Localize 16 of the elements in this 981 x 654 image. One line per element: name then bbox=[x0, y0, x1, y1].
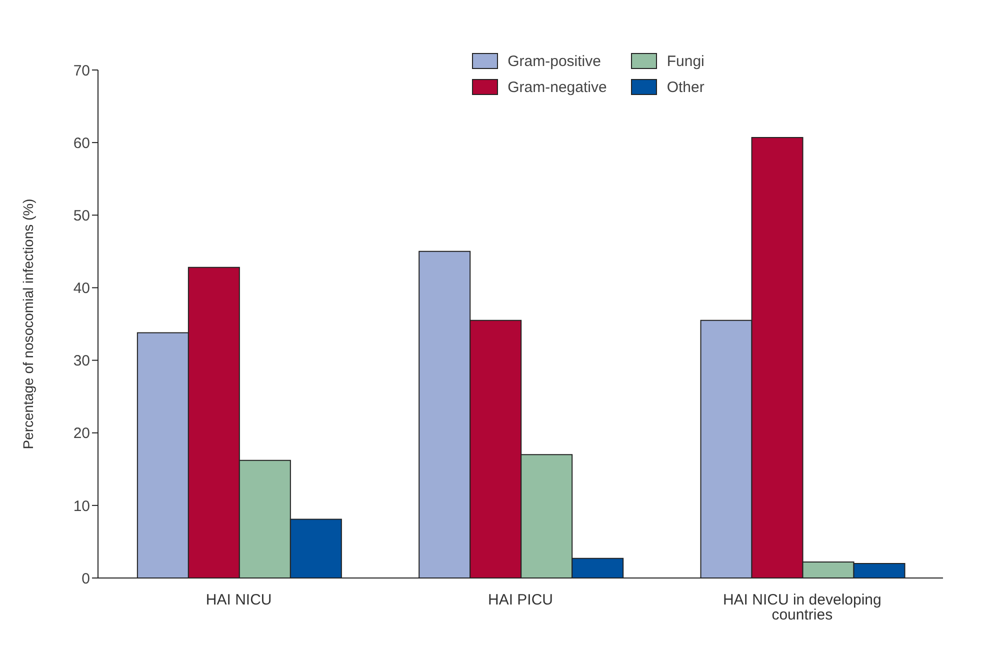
y-tick-label: 50 bbox=[73, 207, 90, 224]
x-tick-label: HAI PICU bbox=[488, 592, 554, 609]
legend-label: Fungi bbox=[666, 52, 704, 70]
y-tick-label: 20 bbox=[73, 425, 90, 442]
y-tick-label: 30 bbox=[73, 352, 90, 370]
legend-label: Other bbox=[666, 78, 704, 96]
legend-label: Gram-negative bbox=[508, 78, 607, 96]
x-tick-label: HAI NICU bbox=[206, 592, 272, 609]
y-tick-label: 40 bbox=[73, 280, 90, 298]
x-tick-label: HAI NICU in developing countries bbox=[722, 592, 882, 624]
y-tick-label: 70 bbox=[73, 62, 90, 80]
y-tick-label: 0 bbox=[82, 570, 90, 588]
y-axis-title: Percentage of nosocomial infections (%) bbox=[20, 198, 36, 450]
y-tick-label: 10 bbox=[73, 498, 90, 515]
legend-label: Gram-positive bbox=[508, 52, 601, 70]
y-tick-label: 60 bbox=[73, 134, 90, 152]
